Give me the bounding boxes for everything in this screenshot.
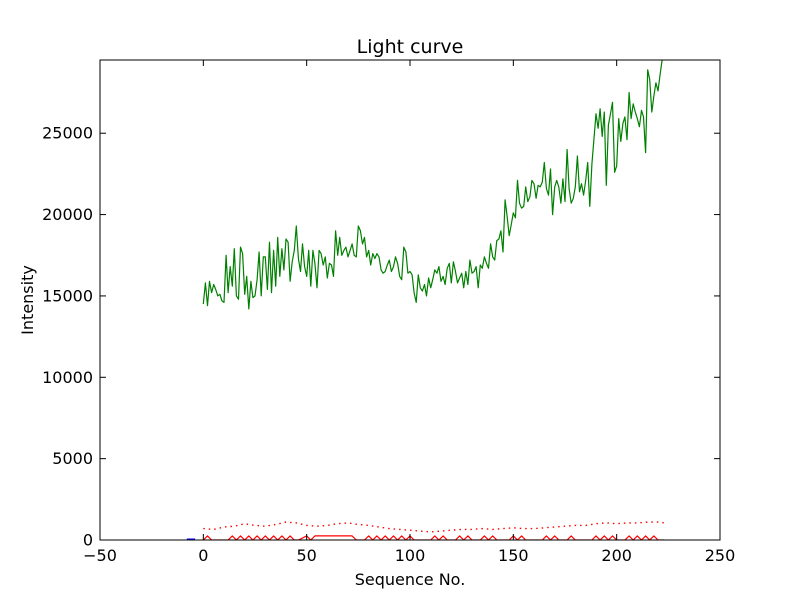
series-line-1 bbox=[202, 60, 663, 310]
x-tick-label: 100 bbox=[395, 546, 426, 565]
y-axis-label: Intensity bbox=[18, 265, 37, 335]
y-tick-label: 0 bbox=[83, 531, 93, 550]
y-tick-label: 15000 bbox=[42, 286, 93, 305]
x-axis-label: Sequence No. bbox=[355, 570, 466, 589]
series-line-2 bbox=[203, 521, 665, 533]
x-tick-label: 0 bbox=[198, 546, 208, 565]
y-tick-label: 10000 bbox=[42, 368, 93, 387]
series-group bbox=[186, 60, 665, 540]
chart-title: Light curve bbox=[357, 36, 464, 58]
x-tick-label: 250 bbox=[705, 546, 736, 565]
x-tick-label: 50 bbox=[296, 546, 316, 565]
x-tick-label: 200 bbox=[601, 546, 632, 565]
y-tick-label: 25000 bbox=[42, 124, 93, 143]
plot-area: −50 0 50 100 150 200 2500500010000150002000025… bbox=[42, 59, 736, 565]
x-tick-label: −50 bbox=[83, 546, 117, 565]
y-tick-label: 5000 bbox=[52, 449, 93, 468]
series-line-3 bbox=[202, 535, 665, 540]
x-tick-label: 150 bbox=[498, 546, 529, 565]
y-tick-label: 20000 bbox=[42, 205, 93, 224]
